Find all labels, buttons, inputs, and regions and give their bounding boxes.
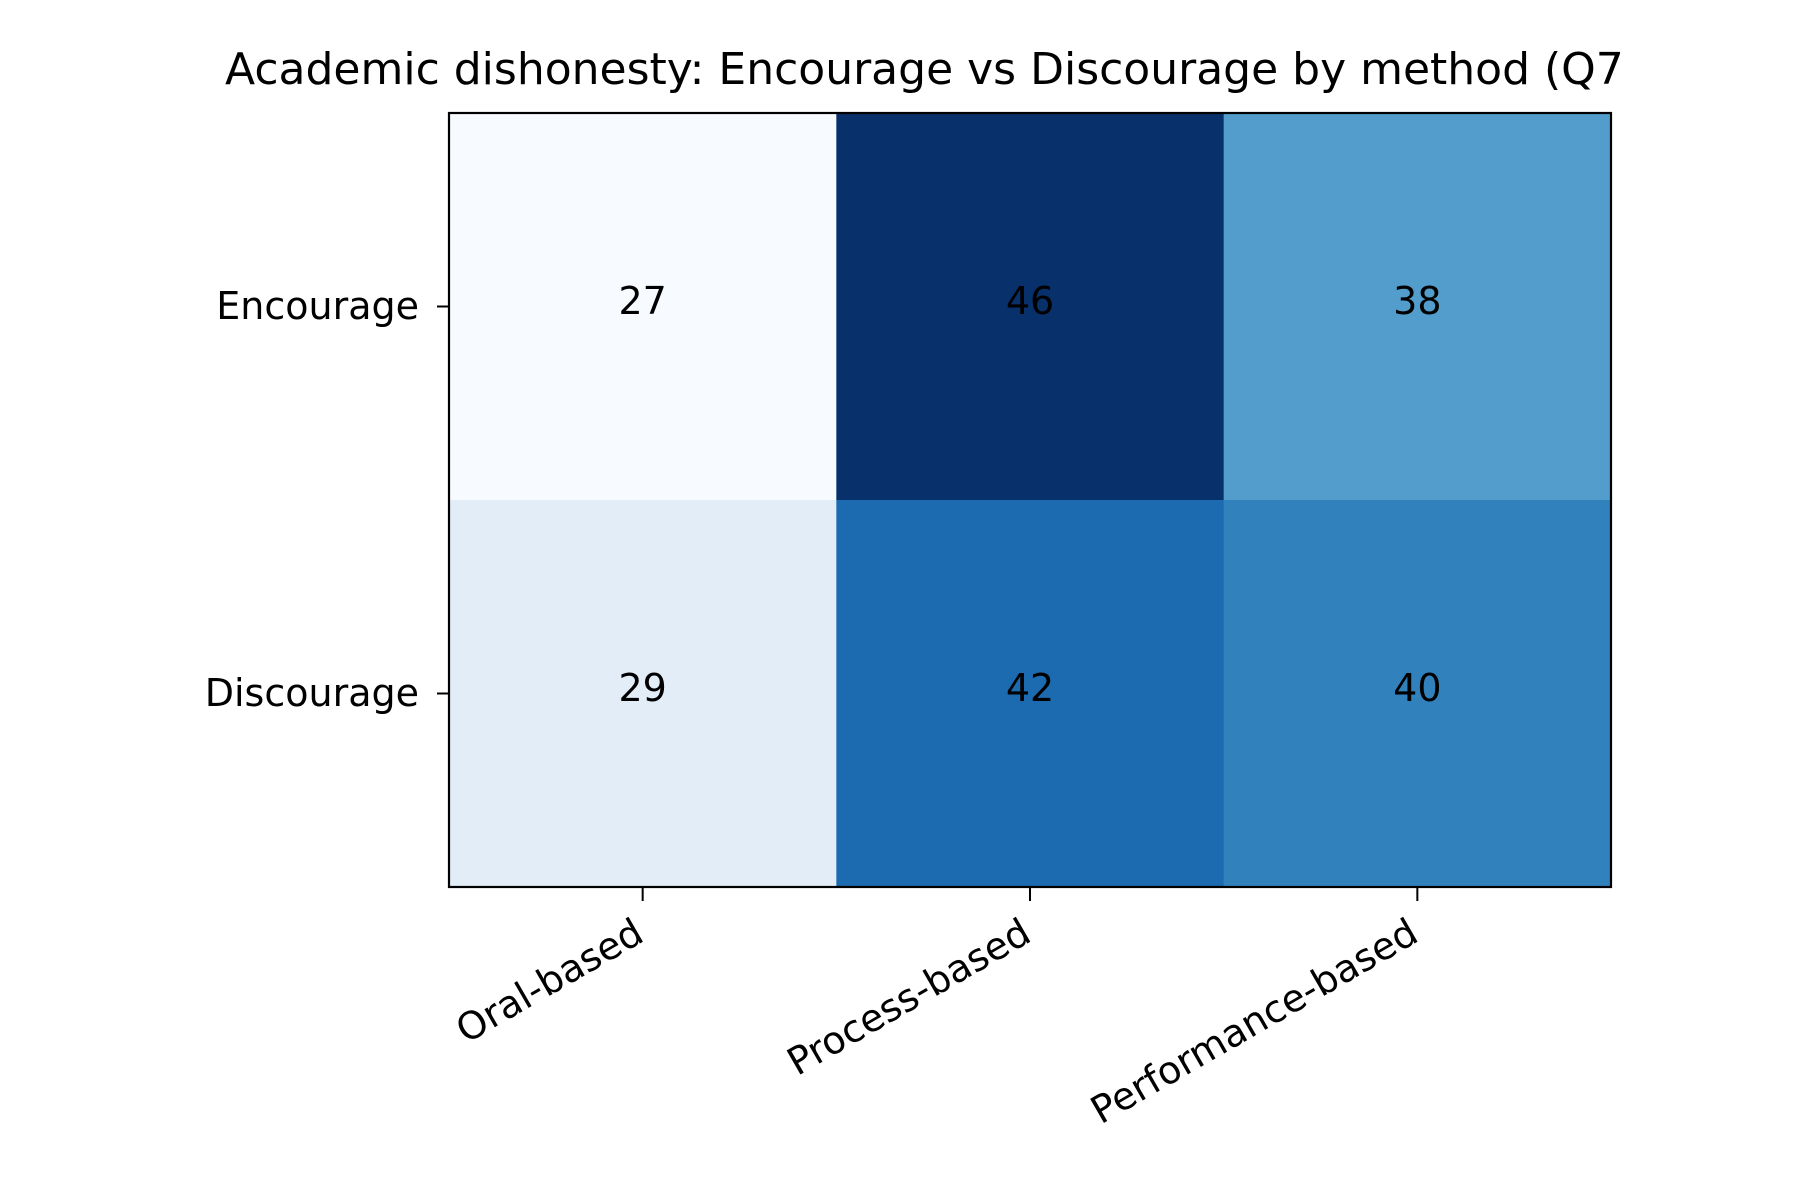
- cell-value-label: 27: [618, 279, 666, 323]
- chart-title: Academic dishonesty: Encourage vs Discou…: [225, 44, 1624, 95]
- heatmap-cell: [449, 113, 837, 501]
- y-axis: Encourage Discourage: [205, 284, 449, 715]
- heatmap-cell: [836, 113, 1225, 501]
- cell-value-label: 40: [1393, 666, 1441, 710]
- x-axis: Oral-based Process-based Performance-based: [448, 887, 1425, 1133]
- x-tick-label: Process-based: [780, 910, 1038, 1084]
- heatmap-cell: [1223, 113, 1612, 501]
- x-tick-label: Performance-based: [1083, 910, 1425, 1133]
- cell-value-labels: 27 46 38 29 42 40: [618, 279, 1441, 710]
- heatmap-cell: [449, 500, 837, 888]
- y-tick-label: Encourage: [216, 284, 419, 328]
- heatmap-cells: [449, 113, 1612, 888]
- cell-value-label: 29: [618, 666, 666, 710]
- heatmap-cell: [836, 500, 1225, 888]
- plot-frame: [447, 111, 1613, 889]
- y-tick-label: Discourage: [205, 671, 419, 715]
- heatmap-cell: [1223, 500, 1612, 888]
- cell-value-label: 42: [1006, 666, 1054, 710]
- cell-value-label: 38: [1393, 279, 1441, 323]
- x-tick-label: Oral-based: [448, 910, 650, 1052]
- cell-value-label: 46: [1006, 279, 1054, 323]
